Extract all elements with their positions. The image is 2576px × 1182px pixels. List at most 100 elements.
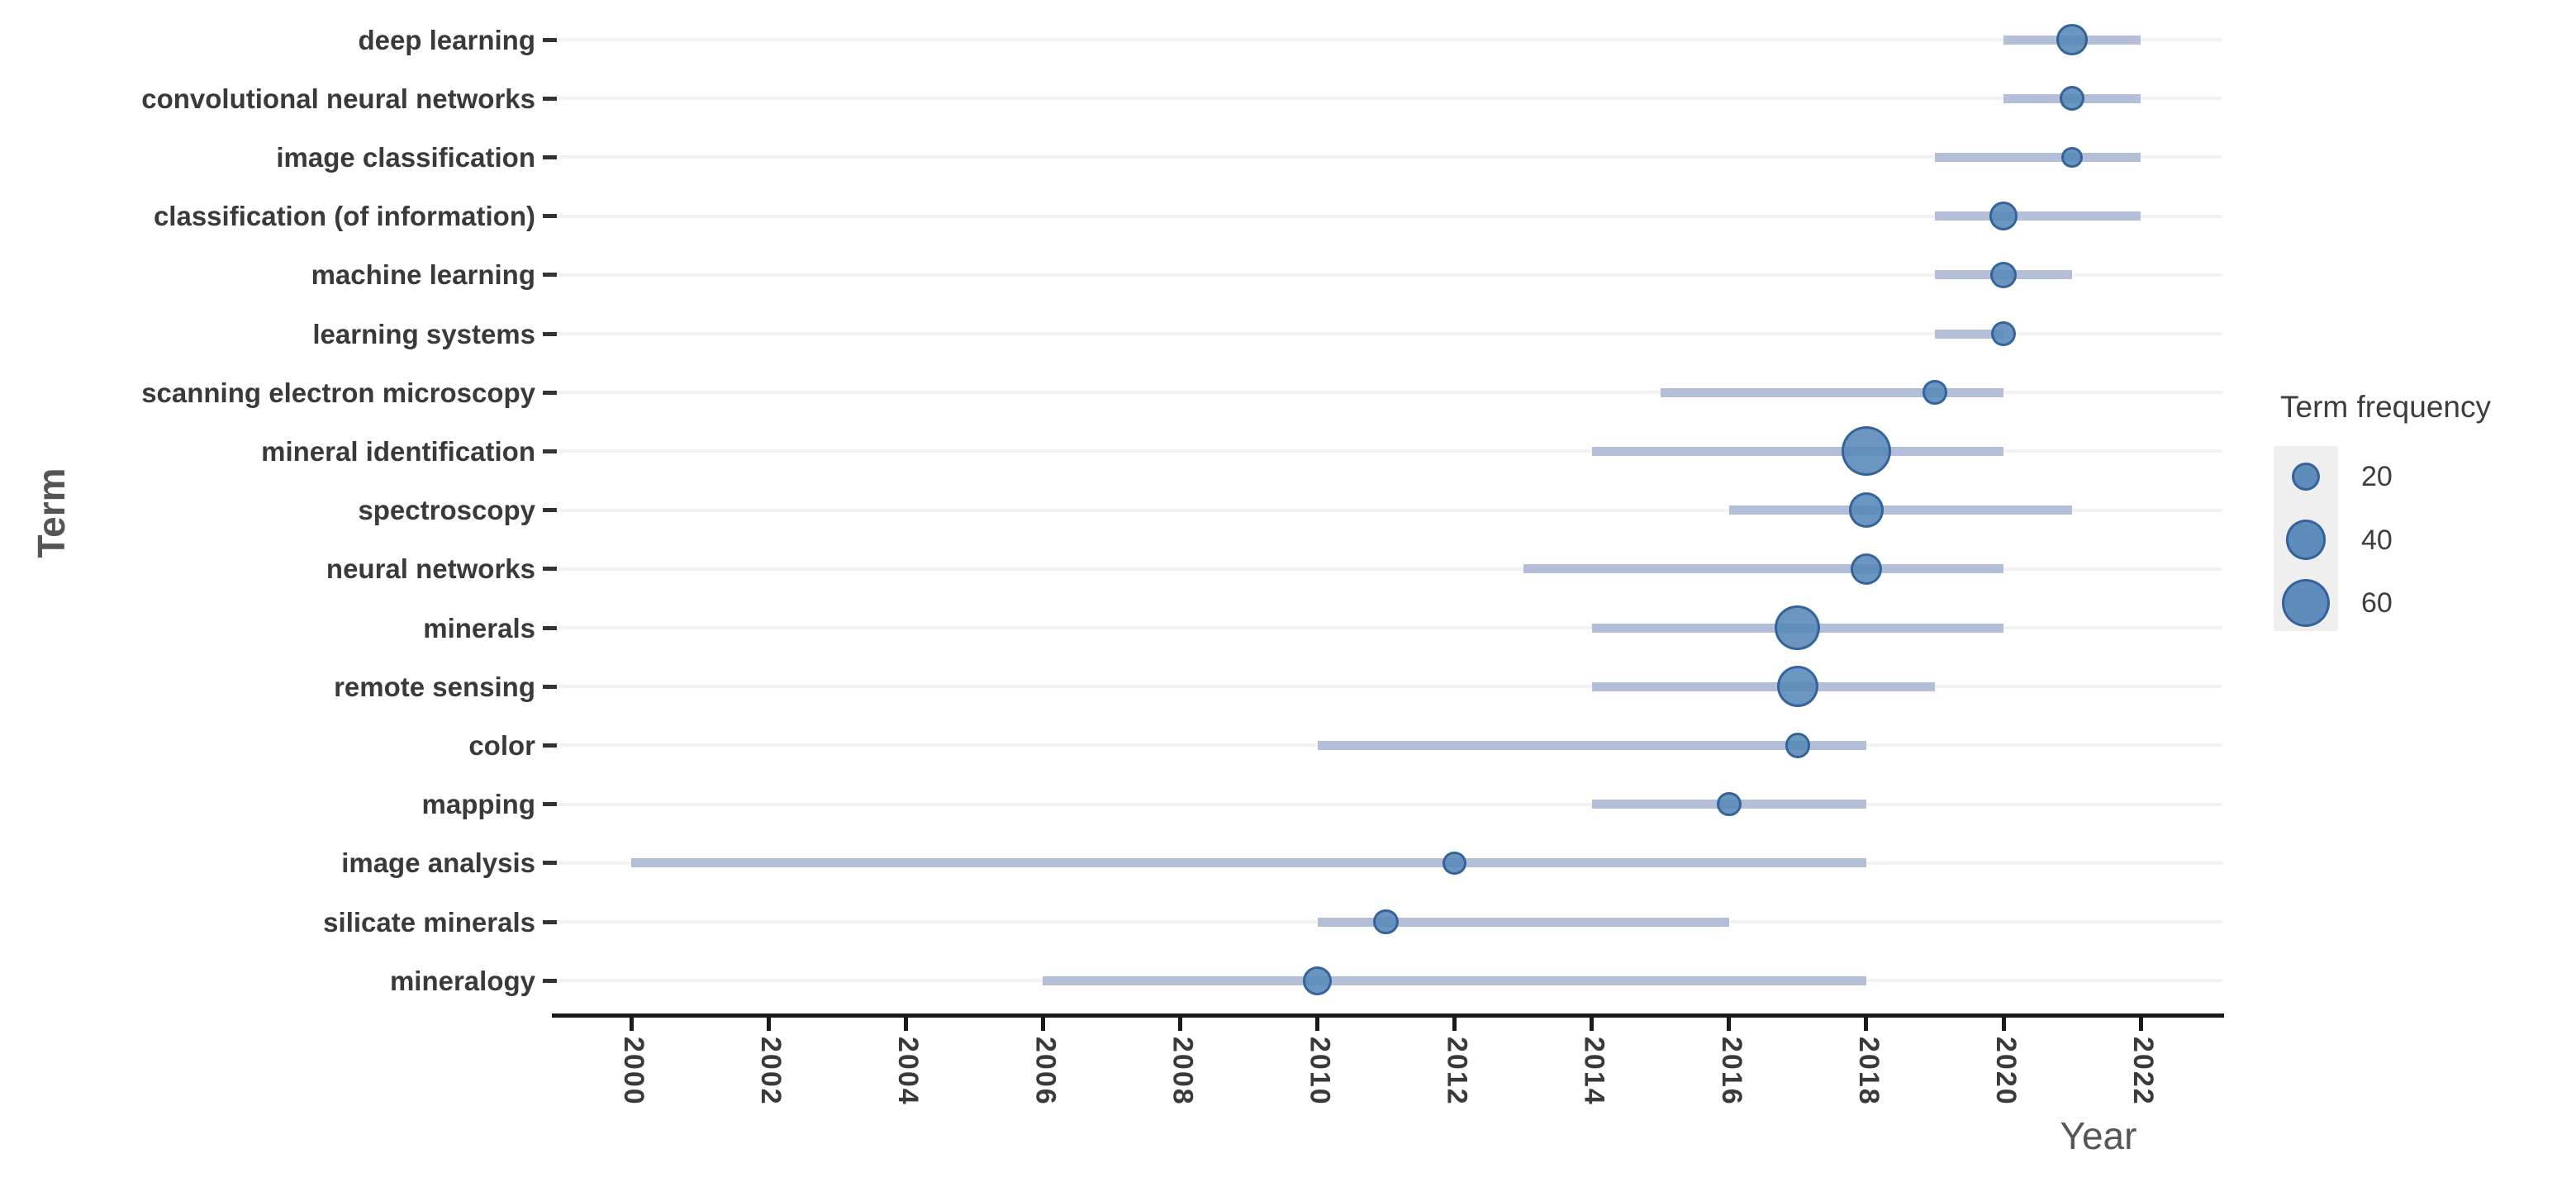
x-axis-tick xyxy=(2001,1018,2006,1031)
x-axis-title: Year xyxy=(2060,1114,2137,1157)
term-frequency-dot xyxy=(1775,605,1821,651)
term-label: neural networks xyxy=(326,553,535,585)
legend-size-label: 40 xyxy=(2361,524,2393,556)
x-axis-tick xyxy=(1177,1018,1182,1031)
y-axis-tick xyxy=(543,567,557,572)
term-year-range-line xyxy=(1317,917,1729,927)
term-frequency-dot xyxy=(1442,851,1466,875)
term-label: scanning electron microscopy xyxy=(141,377,535,408)
grid-line xyxy=(558,155,2222,159)
term-frequency-dot xyxy=(1989,261,2018,288)
term-frequency-dot xyxy=(1373,909,1399,935)
y-axis-tick xyxy=(543,861,557,866)
term-frequency-dot xyxy=(2061,146,2083,168)
grid-line xyxy=(558,802,2222,806)
term-frequency-dot xyxy=(1990,320,2017,347)
term-label: classification (of information) xyxy=(153,201,535,232)
x-axis-tick xyxy=(1040,1018,1045,1031)
legend-title: Term frequency xyxy=(2280,390,2491,424)
term-label: mineral identification xyxy=(261,435,535,467)
term-year-range-line xyxy=(1934,329,2003,339)
x-axis-tick xyxy=(766,1018,771,1031)
x-axis-tick xyxy=(903,1018,908,1031)
term-year-range-line xyxy=(1728,506,2073,515)
term-frequency-dot xyxy=(1776,666,1818,708)
term-frequency-dot xyxy=(1785,733,1811,758)
x-axis-tick xyxy=(2138,1018,2143,1031)
x-axis-line xyxy=(552,1013,2224,1018)
y-axis-tick xyxy=(543,625,557,630)
term-frequency-dot xyxy=(1850,553,1882,585)
term-year-range-line xyxy=(1934,152,2141,162)
term-year-range-line xyxy=(1934,211,2141,221)
x-axis-tick xyxy=(1727,1018,1732,1031)
x-axis-tick xyxy=(1315,1018,1319,1031)
term-frequency-dot xyxy=(1848,492,1884,528)
y-axis-tick xyxy=(543,802,557,807)
term-year-range-line xyxy=(1591,446,2003,456)
x-tick-label: 2004 xyxy=(892,1037,924,1106)
legend-size-circle xyxy=(2285,520,2326,560)
term-year-range-line xyxy=(1523,564,2003,574)
grid-line xyxy=(558,449,2222,453)
term-label: minerals xyxy=(423,612,535,643)
y-axis-tick xyxy=(543,449,557,453)
term-year-range-line xyxy=(1317,740,1866,750)
term-label: machine learning xyxy=(311,259,535,291)
legend-size-circle xyxy=(2292,463,2320,491)
term-label: learning systems xyxy=(312,318,535,349)
y-axis-tick xyxy=(543,331,557,336)
term-label: image classification xyxy=(276,141,535,173)
x-tick-label: 2006 xyxy=(1029,1037,1062,1106)
term-label: mapping xyxy=(421,789,536,820)
term-frequency-dot xyxy=(2059,86,2085,112)
grid-line xyxy=(558,567,2222,571)
y-axis-tick xyxy=(543,273,557,278)
term-label: convolutional neural networks xyxy=(141,83,535,114)
term-year-range-line xyxy=(1660,387,2003,397)
y-axis-tick xyxy=(543,919,557,924)
grid-line xyxy=(558,626,2222,629)
term-frequency-dot xyxy=(1717,791,1742,817)
x-tick-label: 2000 xyxy=(618,1037,649,1106)
term-label: deep learning xyxy=(358,24,535,55)
term-label: image analysis xyxy=(341,847,535,879)
y-axis-tick xyxy=(543,978,557,983)
y-axis-tick xyxy=(543,743,557,748)
x-tick-label: 2014 xyxy=(1578,1037,1610,1106)
term-label: mineralogy xyxy=(389,965,535,996)
x-tick-label: 2020 xyxy=(1990,1037,2022,1106)
y-axis-tick xyxy=(543,390,557,395)
x-tick-label: 2016 xyxy=(1715,1037,1747,1106)
term-label: remote sensing xyxy=(334,671,535,702)
term-year-range-line xyxy=(631,858,1866,868)
term-frequency-dot xyxy=(2056,24,2088,55)
y-axis-tick xyxy=(543,508,557,513)
x-axis-tick xyxy=(1452,1018,1457,1031)
x-axis-tick xyxy=(1590,1018,1595,1031)
grid-line xyxy=(558,214,2222,218)
term-frequency-dot xyxy=(1989,202,2018,230)
grid-line xyxy=(558,508,2222,512)
x-axis-tick xyxy=(1864,1018,1869,1031)
x-tick-label: 2002 xyxy=(755,1037,787,1106)
term-frequency-dot xyxy=(1841,426,1891,477)
y-axis-tick xyxy=(543,37,557,42)
y-axis-tick xyxy=(543,154,557,159)
y-axis-tick xyxy=(543,684,557,689)
grid-line xyxy=(558,332,2222,335)
term-frequency-dot xyxy=(1922,380,1947,405)
grid-line xyxy=(558,38,2222,41)
term-label: color xyxy=(468,729,535,761)
x-tick-label: 2018 xyxy=(1852,1037,1884,1106)
y-axis-tick xyxy=(543,214,557,219)
y-axis-tick xyxy=(543,96,557,101)
legend-size-circle xyxy=(2281,578,2331,628)
term-frequency-dot xyxy=(1303,966,1332,995)
grid-line xyxy=(558,273,2222,277)
grid-line xyxy=(558,391,2222,395)
legend-size-label: 20 xyxy=(2361,461,2393,492)
grid-line xyxy=(558,97,2222,101)
x-tick-label: 2022 xyxy=(2127,1037,2160,1106)
